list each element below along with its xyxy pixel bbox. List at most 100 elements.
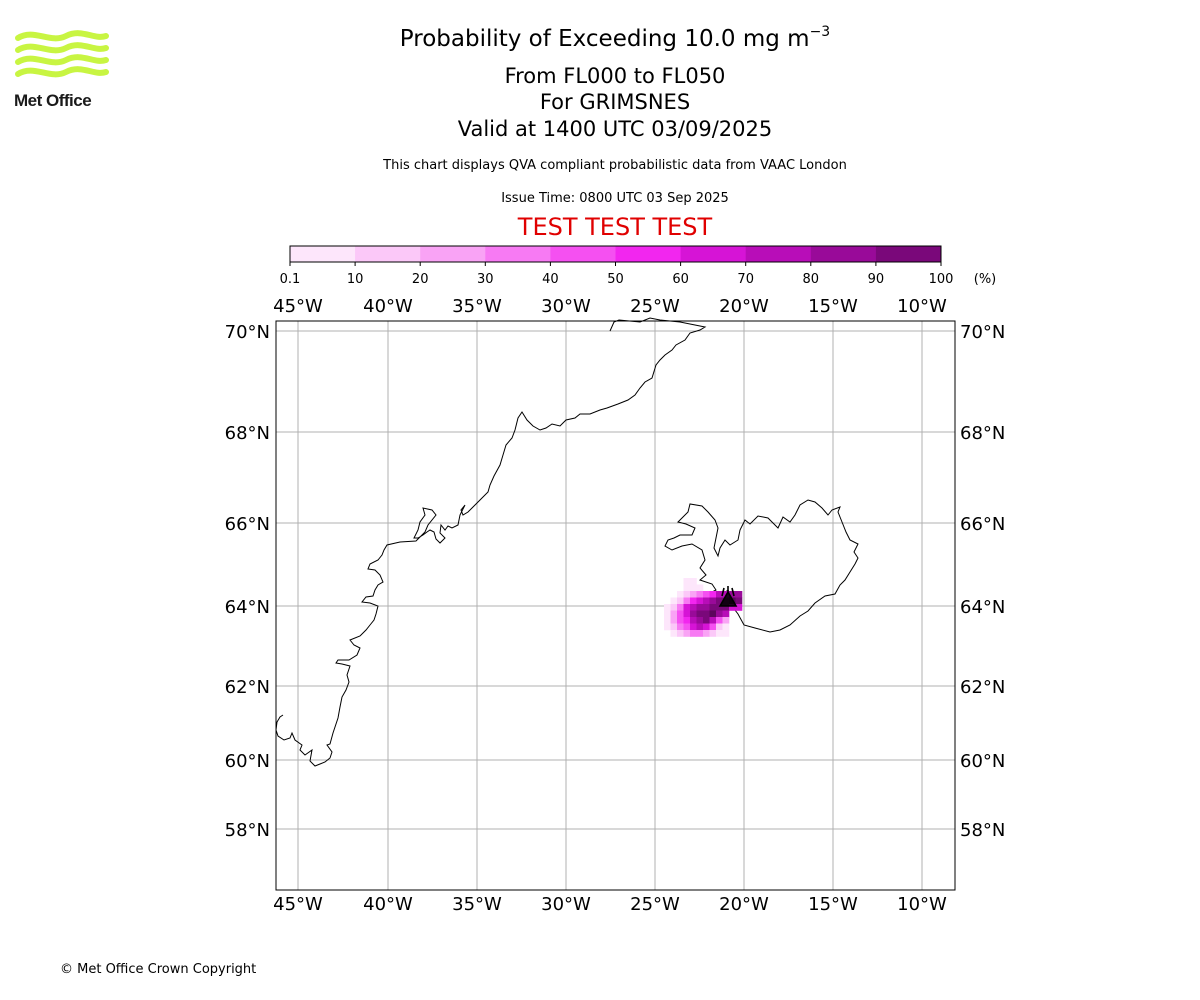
latitude-label: 58°N — [225, 820, 270, 841]
longitude-label: 25°W — [630, 296, 680, 317]
longitude-label: 10°W — [897, 296, 947, 317]
colorbar-segment — [355, 246, 421, 262]
ash-cell — [722, 604, 730, 611]
logo-wordmark: Met Office — [14, 91, 92, 110]
ash-cell — [696, 597, 704, 605]
latitude-label: 60°N — [960, 751, 1005, 772]
ash-cell — [696, 591, 704, 598]
ash-cell — [670, 597, 678, 605]
ash-cell — [690, 630, 697, 637]
flight-level-range: From FL000 to FL050 — [504, 64, 726, 88]
colorbar-tick-label: 30 — [477, 272, 494, 287]
issue-time: Issue Time: 0800 UTC 03 Sep 2025 — [501, 191, 729, 206]
longitude-label: 20°W — [719, 894, 769, 915]
colorbar-segment — [810, 246, 877, 262]
ash-cell — [703, 591, 710, 598]
ash-cell — [677, 630, 684, 637]
ash-cell — [677, 597, 684, 605]
ash-cell — [696, 604, 704, 611]
ash-cell — [709, 610, 717, 618]
latitude-label: 64°N — [960, 597, 1005, 618]
latitude-label: 68°N — [960, 423, 1005, 444]
test-banner: TEST TEST TEST — [517, 213, 713, 241]
colorbar-segment — [420, 246, 486, 262]
colorbar-segment — [615, 246, 682, 262]
ash-cell — [709, 604, 717, 611]
ash-cell — [722, 610, 730, 618]
ash-cell — [677, 591, 684, 598]
ash-cell — [683, 623, 691, 631]
latitude-label: 64°N — [225, 597, 270, 618]
colorbar-tick-label: 90 — [868, 272, 885, 287]
longitude-label: 40°W — [363, 894, 413, 915]
ash-cell — [722, 617, 730, 624]
ash-cell — [690, 604, 697, 611]
colorbar-tick-label: 20 — [412, 272, 429, 287]
latitude-label: 66°N — [960, 514, 1005, 535]
ash-cell — [703, 604, 710, 611]
longitude-label: 45°W — [273, 296, 323, 317]
longitude-label: 25°W — [630, 894, 680, 915]
ash-cell — [696, 610, 704, 618]
valid-time: Valid at 1400 UTC 03/09/2025 — [457, 117, 773, 141]
colorbar-tick-label: 0.1 — [280, 272, 301, 287]
ash-probability-cells — [664, 578, 743, 637]
volcano-marker-icon — [718, 586, 738, 607]
ash-cell — [709, 617, 717, 624]
latitude-label: 62°N — [960, 677, 1005, 698]
ash-cell — [690, 578, 697, 585]
longitude-label: 35°W — [452, 894, 502, 915]
ash-cell — [716, 617, 723, 624]
ash-cell — [716, 591, 723, 598]
latitude-label: 60°N — [225, 751, 270, 772]
map-gridlines — [276, 321, 955, 890]
chart-title: Probability of Exceeding 10.0 mg m−3 — [399, 24, 831, 52]
ash-cell — [735, 591, 743, 598]
ash-cell — [690, 591, 697, 598]
ash-cell — [683, 578, 691, 585]
ash-cell — [709, 623, 717, 631]
ash-cell — [696, 630, 704, 637]
colorbar-segment — [550, 246, 616, 262]
ash-cell — [703, 597, 710, 605]
ash-cell — [664, 610, 671, 618]
ash-cell — [722, 623, 730, 631]
ash-cell — [729, 604, 736, 611]
greenland-coastline — [275, 317, 707, 767]
latitude-label: 62°N — [225, 677, 270, 698]
ash-cell — [690, 584, 697, 592]
ash-cell — [677, 604, 684, 611]
ash-cell — [696, 584, 704, 592]
colorbar: 0.1 10 20 30 40 50 60 70 80 90 100 — [280, 245, 953, 287]
longitude-label: 20°W — [719, 296, 769, 317]
colorbar-segment — [745, 246, 812, 262]
colorbar-tick-label: 50 — [607, 272, 624, 287]
colorbar-segment — [485, 246, 551, 262]
ash-cell — [696, 623, 704, 631]
ash-cell — [716, 597, 723, 605]
ash-cell — [690, 623, 697, 631]
ash-cell — [690, 597, 697, 605]
latitude-label: 58°N — [960, 820, 1005, 841]
ash-cell — [729, 591, 736, 598]
copyright-notice: © Met Office Crown Copyright — [60, 962, 257, 977]
ash-cell — [703, 623, 710, 631]
ash-cell — [683, 617, 691, 624]
longitude-label: 15°W — [808, 894, 858, 915]
longitude-labels-top: 45°W 40°W 35°W 30°W 25°W 20°W 15°W 10°W — [273, 296, 947, 317]
ash-cell — [670, 610, 678, 618]
ash-cell — [690, 610, 697, 618]
map-frame — [275, 320, 956, 891]
longitude-labels-bottom: 45°W 40°W 35°W 30°W 25°W 20°W 15°W 10°W — [273, 894, 947, 915]
latitude-label: 70°N — [960, 322, 1005, 343]
ash-cell — [670, 623, 678, 631]
latitude-labels-right: 70°N 68°N 66°N 64°N 62°N 60°N 58°N — [960, 322, 1005, 841]
longitude-label: 45°W — [273, 894, 323, 915]
ash-cell — [664, 617, 671, 624]
ash-cell — [703, 610, 710, 618]
met-office-logo — [15, 30, 109, 78]
ash-cell — [716, 623, 723, 631]
colorbar-segment — [680, 246, 747, 262]
ash-cell — [703, 617, 710, 624]
